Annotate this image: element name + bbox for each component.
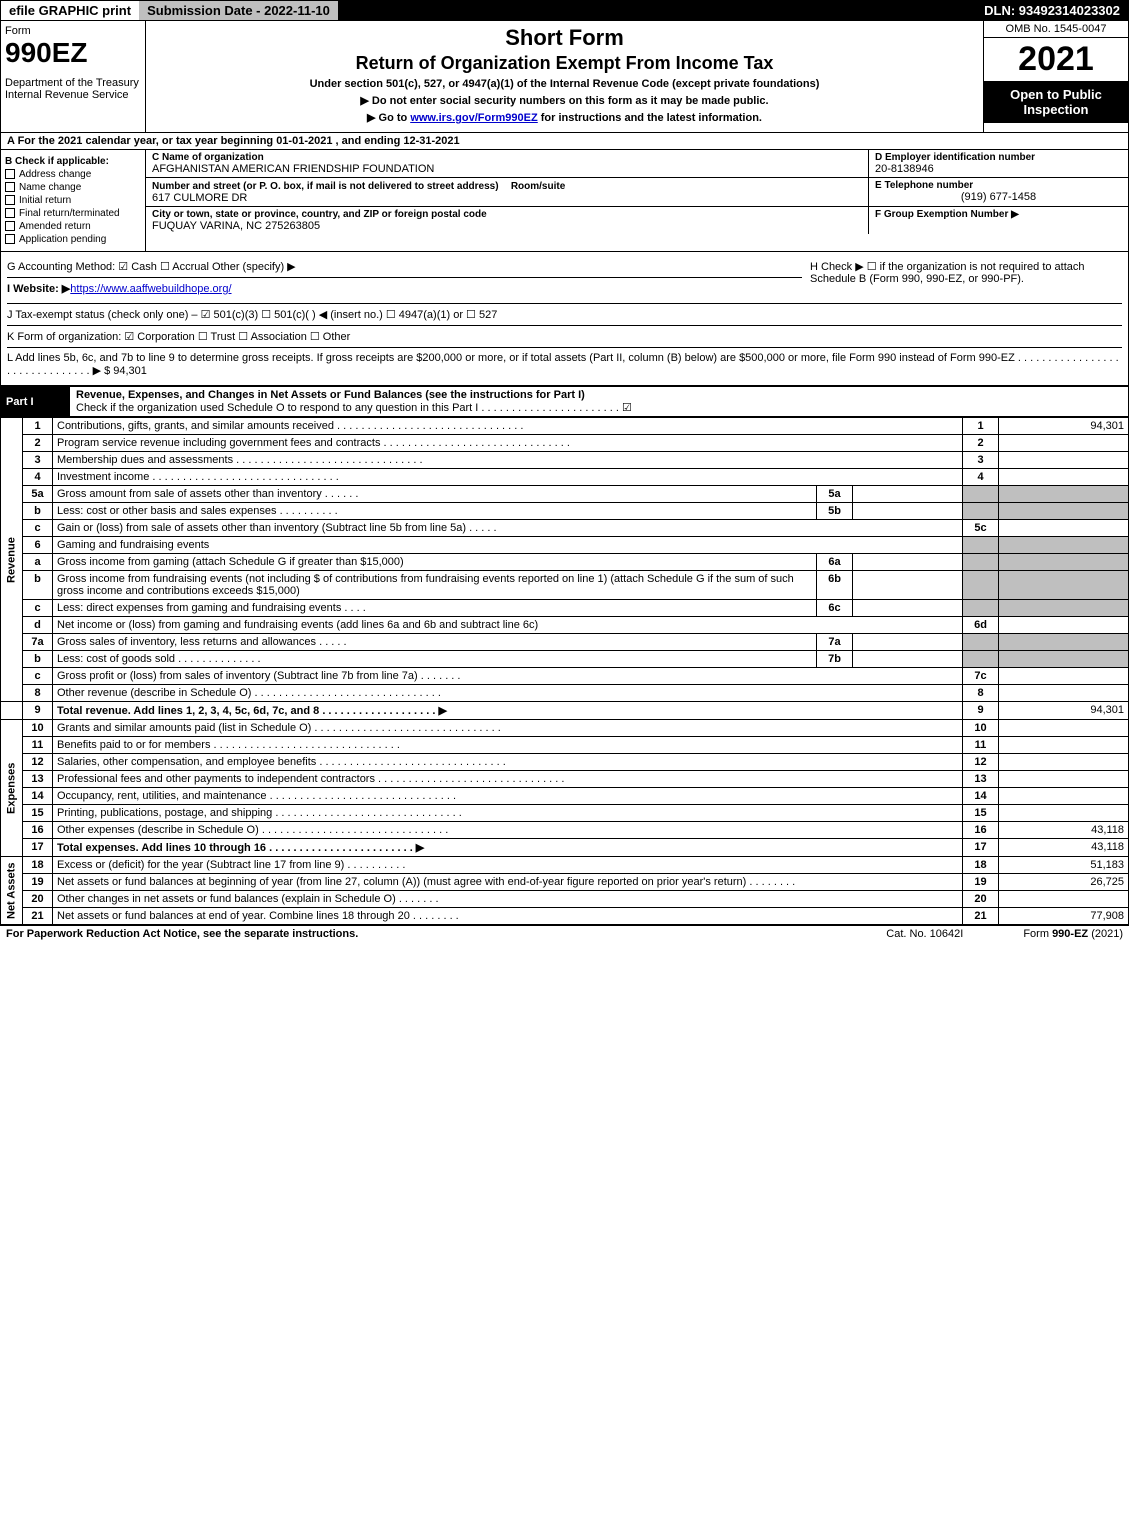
C-name-label: C Name of organization <box>152 152 862 163</box>
revenue-side-label: Revenue <box>1 418 23 702</box>
subtitle-3: ▶ Go to www.irs.gov/Form990EZ for instru… <box>154 111 975 124</box>
form-label: Form <box>5 25 141 37</box>
B-addr-change[interactable]: Address change <box>5 169 141 180</box>
city-label: City or town, state or province, country… <box>152 209 862 220</box>
part-I-table: Revenue 1 Contributions, gifts, grants, … <box>0 417 1129 925</box>
row-J: J Tax-exempt status (check only one) – ☑… <box>7 303 1122 321</box>
org-name: AFGHANISTAN AMERICAN FRIENDSHIP FOUNDATI… <box>152 163 862 175</box>
row-K: K Form of organization: ☑ Corporation ☐ … <box>7 325 1122 343</box>
irs-link[interactable]: www.irs.gov/Form990EZ <box>410 112 537 124</box>
ein: 20-8138946 <box>875 163 1122 175</box>
net-assets-side-label: Net Assets <box>1 857 23 925</box>
title-right: OMB No. 1545-0047 2021 Open to Public In… <box>983 21 1128 132</box>
phone: (919) 677-1458 <box>875 191 1122 203</box>
B-name-change[interactable]: Name change <box>5 182 141 193</box>
line-19-amt: 26,725 <box>999 874 1129 891</box>
title-mid: Short Form Return of Organization Exempt… <box>146 21 983 132</box>
row-G: G Accounting Method: ☑ Cash ☐ Accrual Ot… <box>7 260 802 278</box>
open-to-public: Open to Public Inspection <box>984 81 1128 123</box>
street: 617 CULMORE DR <box>152 192 862 204</box>
section-E: E Telephone number (919) 677-1458 <box>868 178 1128 206</box>
subtitle-2: ▶ Do not enter social security numbers o… <box>154 94 975 107</box>
D-label: D Employer identification number <box>875 152 1122 163</box>
title-block: Form 990EZ Department of the Treasury In… <box>0 21 1129 133</box>
row-H: H Check ▶ ☐ if the organization is not r… <box>810 260 1122 285</box>
line-9-amt: 94,301 <box>999 702 1129 720</box>
section-C-name: C Name of organization AFGHANISTAN AMERI… <box>146 150 868 177</box>
footer-left: For Paperwork Reduction Act Notice, see … <box>6 928 358 940</box>
line-18-amt: 51,183 <box>999 857 1129 874</box>
section-C-city: City or town, state or province, country… <box>146 207 868 234</box>
submission-date: Submission Date - 2022-11-10 <box>139 1 338 20</box>
part-I-desc: Revenue, Expenses, and Changes in Net As… <box>76 389 585 401</box>
meta-grid: B Check if applicable: Address change Na… <box>0 150 1129 252</box>
subtitle-1: Under section 501(c), 527, or 4947(a)(1)… <box>154 78 975 90</box>
street-label: Number and street (or P. O. box, if mail… <box>152 181 499 192</box>
line-1-amt: 94,301 <box>999 418 1129 435</box>
efile-label: efile GRAPHIC print <box>1 1 139 20</box>
form-number: 990EZ <box>5 37 141 69</box>
F-label: F Group Exemption Number ▶ <box>875 209 1122 220</box>
E-label: E Telephone number <box>875 180 1122 191</box>
section-F: F Group Exemption Number ▶ <box>868 207 1128 234</box>
section-B: B Check if applicable: Address change Na… <box>1 150 146 251</box>
B-amended[interactable]: Amended return <box>5 221 141 232</box>
form-id-box: Form 990EZ Department of the Treasury In… <box>1 21 146 132</box>
footer-right: Form 990-EZ (2021) <box>1023 928 1123 940</box>
website-link[interactable]: https://www.aaffwebuildhope.org/ <box>70 283 231 295</box>
sched-o-check: Check if the organization used Schedule … <box>76 402 632 414</box>
tax-year: 2021 <box>984 38 1128 81</box>
omb-number: OMB No. 1545-0047 <box>984 21 1128 38</box>
B-label: B Check if applicable: <box>5 156 141 167</box>
B-initial-return[interactable]: Initial return <box>5 195 141 206</box>
city: FUQUAY VARINA, NC 275263805 <box>152 220 862 232</box>
row-I: I Website: ▶https://www.aaffwebuildhope.… <box>7 282 802 295</box>
line-16-amt: 43,118 <box>999 822 1129 839</box>
section-CDEF: C Name of organization AFGHANISTAN AMERI… <box>146 150 1128 251</box>
part-I-label: Part I <box>6 396 42 408</box>
dln-label: DLN: 93492314023302 <box>976 1 1128 20</box>
row-A: A For the 2021 calendar year, or tax yea… <box>0 133 1129 150</box>
B-app-pending[interactable]: Application pending <box>5 234 141 245</box>
room-label: Room/suite <box>511 181 565 192</box>
section-C-street: Number and street (or P. O. box, if mail… <box>146 178 868 206</box>
dept-label: Department of the Treasury Internal Reve… <box>5 77 141 101</box>
expenses-side-label: Expenses <box>1 720 23 857</box>
page-footer: For Paperwork Reduction Act Notice, see … <box>0 925 1129 942</box>
line-21-amt: 77,908 <box>999 908 1129 925</box>
B-final-return[interactable]: Final return/terminated <box>5 208 141 219</box>
section-GHIJKL: G Accounting Method: ☑ Cash ☐ Accrual Ot… <box>0 252 1129 386</box>
row-L: L Add lines 5b, 6c, and 7b to line 9 to … <box>7 347 1122 377</box>
line-17-amt: 43,118 <box>999 839 1129 857</box>
short-form-title: Short Form <box>154 25 975 51</box>
footer-mid: Cat. No. 10642I <box>886 928 963 940</box>
main-title: Return of Organization Exempt From Incom… <box>154 53 975 74</box>
top-header: efile GRAPHIC print Submission Date - 20… <box>0 0 1129 21</box>
section-D: D Employer identification number 20-8138… <box>868 150 1128 177</box>
